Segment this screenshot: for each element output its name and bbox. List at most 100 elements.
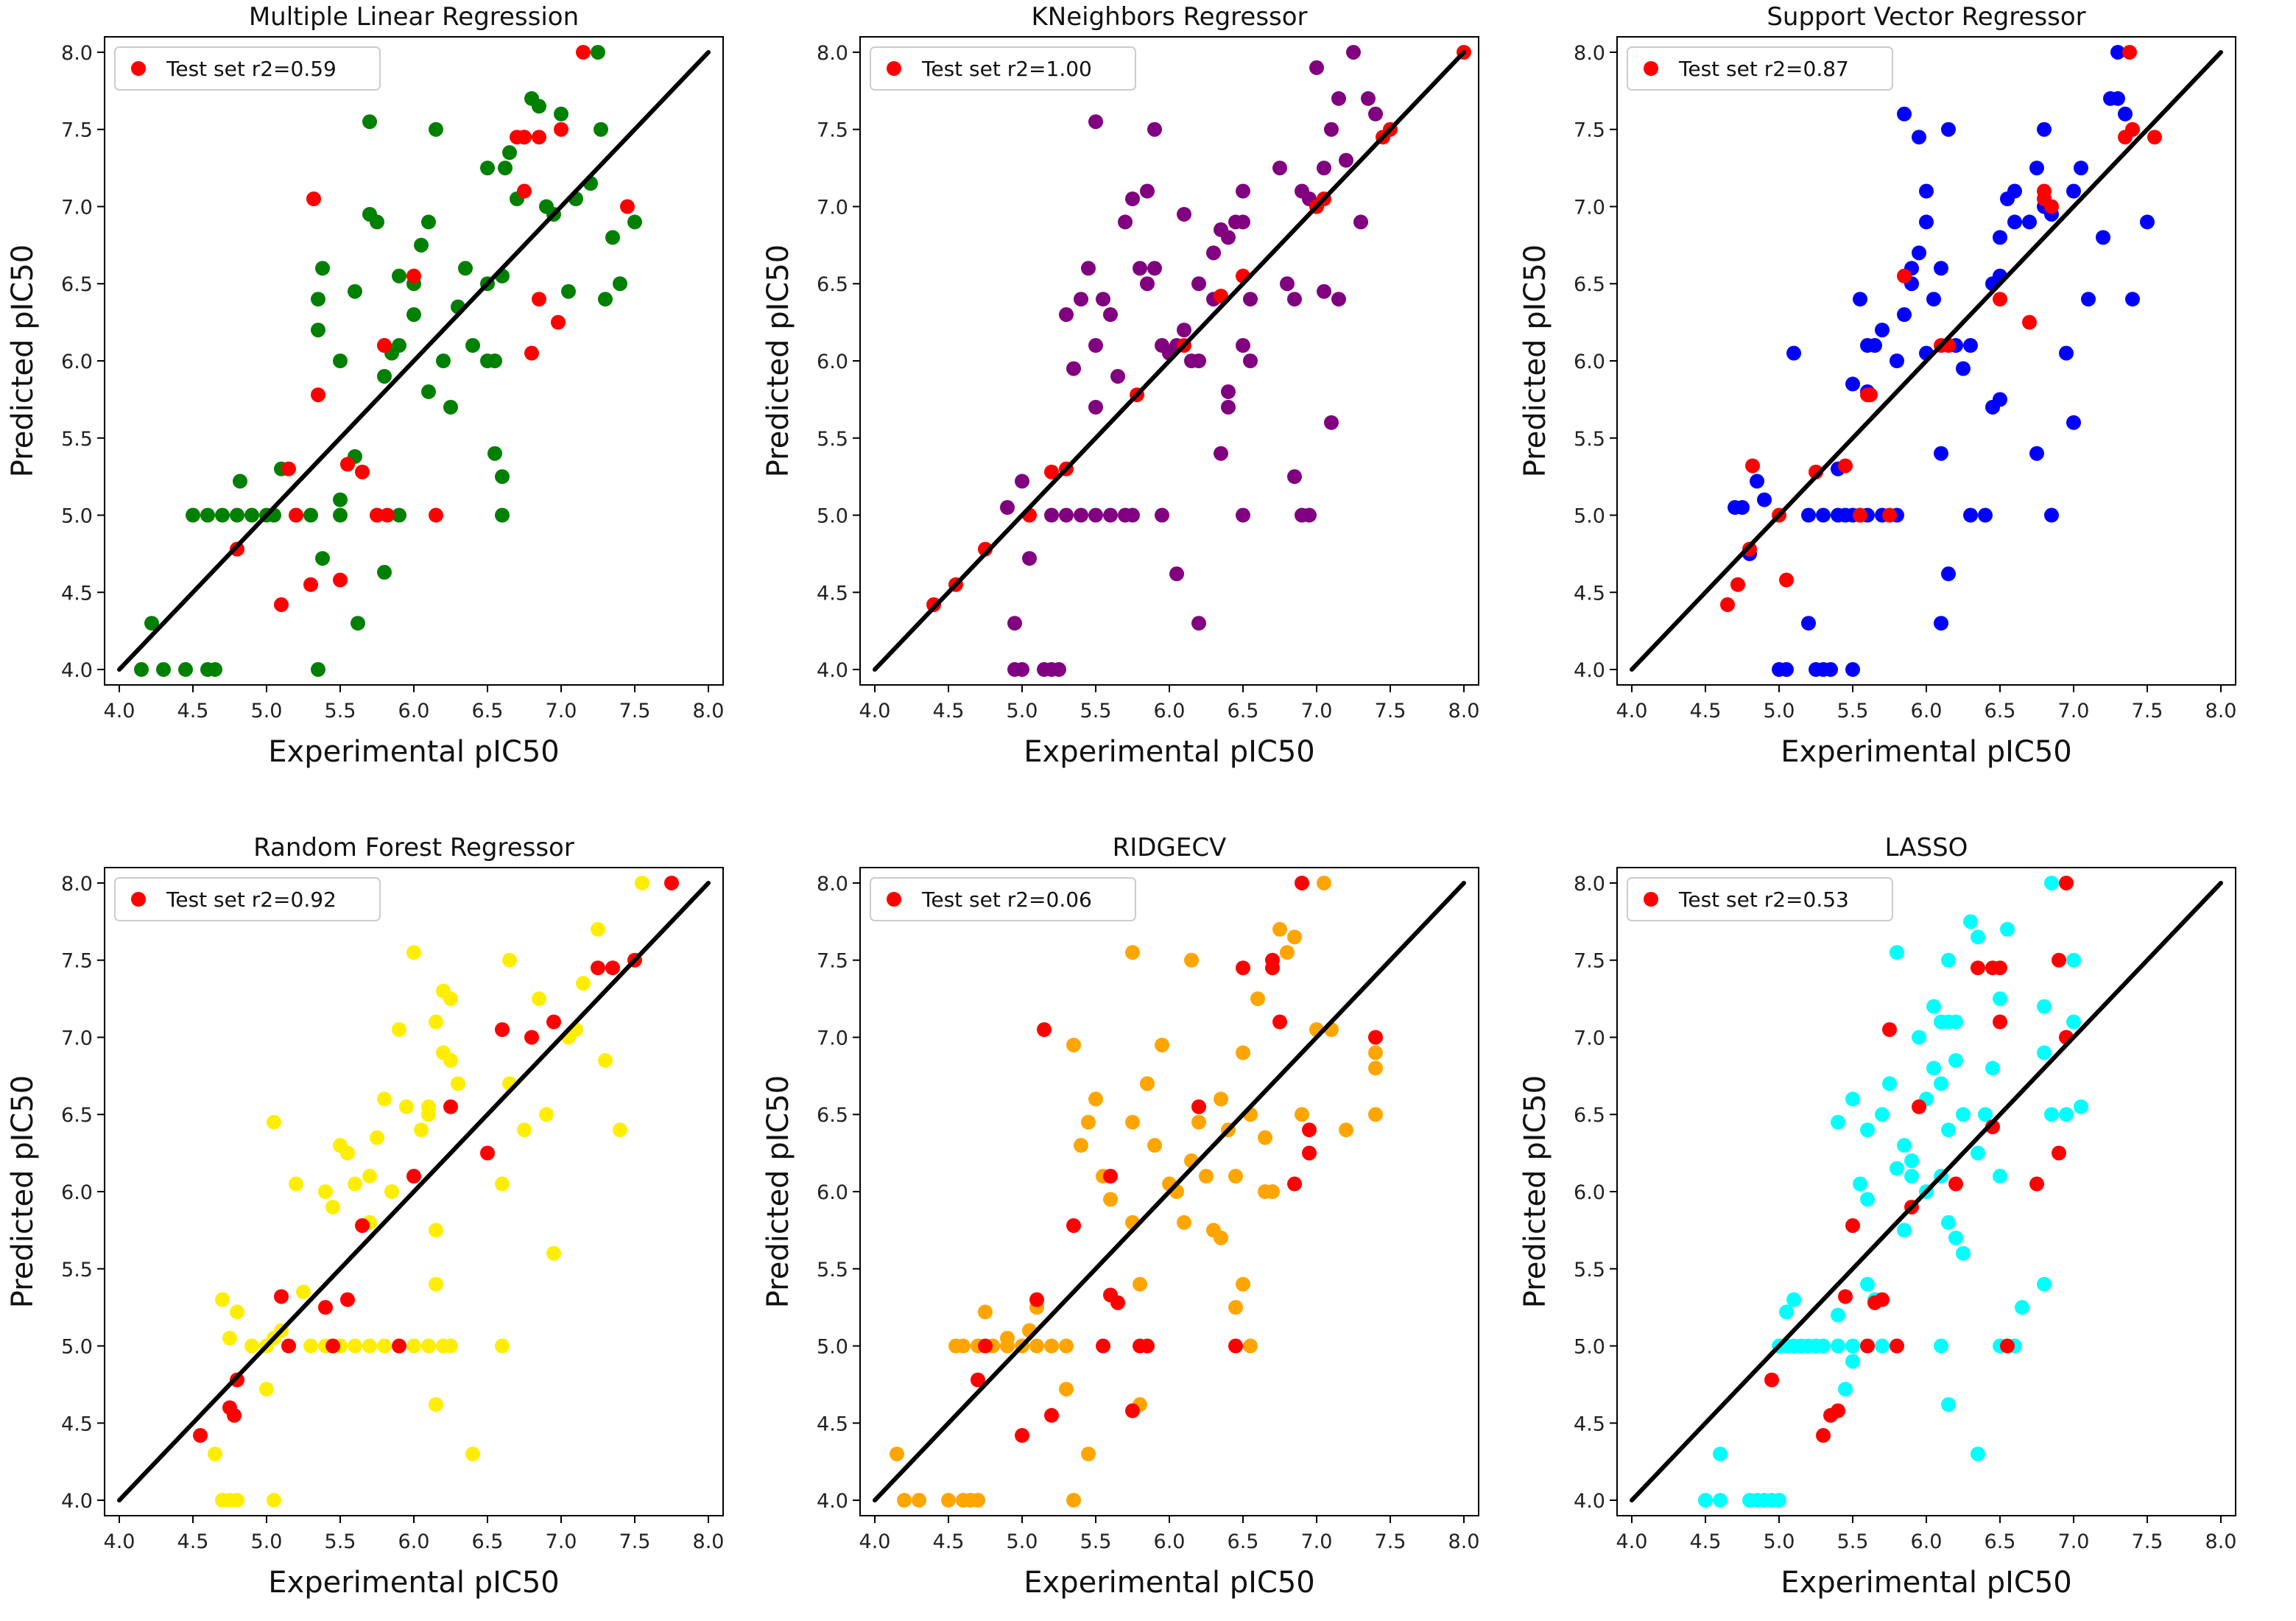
- train-point: [1963, 914, 1978, 929]
- train-point: [1919, 183, 1934, 199]
- train-point: [421, 214, 436, 230]
- x-tick-label: 7.0: [2058, 700, 2090, 722]
- y-tick-label: 5.0: [1574, 505, 1605, 528]
- test-point: [1831, 1403, 1845, 1418]
- test-point: [406, 268, 421, 284]
- train-point: [443, 399, 458, 415]
- train-point: [1890, 945, 1904, 960]
- identity-line: [117, 880, 711, 1503]
- test-point: [1863, 387, 1878, 403]
- y-tick-label: 5.0: [1574, 1336, 1605, 1359]
- train-point: [1191, 616, 1206, 631]
- train-point: [1934, 1076, 1948, 1091]
- train-point: [1088, 338, 1103, 354]
- train-point: [311, 662, 325, 678]
- y-tick-label: 6.0: [61, 351, 93, 373]
- x-tick-label: 4.5: [933, 1530, 965, 1553]
- y-tick-label: 7.5: [1574, 950, 1605, 973]
- x-tick-label: 7.5: [2132, 700, 2163, 722]
- train-point: [605, 230, 620, 245]
- train-point: [1103, 507, 1118, 523]
- train-point: [2140, 214, 2155, 230]
- train-point: [1904, 1169, 1919, 1184]
- train-point: [1059, 307, 1074, 323]
- x-tick-label: 5.0: [1764, 700, 1795, 722]
- train-point: [1941, 1397, 1956, 1413]
- subplot-title: LASSO: [1885, 833, 1968, 862]
- train-point: [1236, 1045, 1250, 1061]
- train-point: [532, 991, 546, 1007]
- x-tick-label: 4.5: [177, 1530, 209, 1553]
- train-point: [2037, 999, 2052, 1014]
- test-point: [1302, 1122, 1317, 1138]
- y-tick-label: 5.5: [817, 1259, 848, 1281]
- x-tick-label: 4.0: [104, 1530, 135, 1553]
- identity-line: [873, 880, 1466, 1503]
- train-point: [1324, 122, 1339, 137]
- x-tick-label: 6.0: [1911, 700, 1943, 722]
- train-point: [1956, 1107, 1971, 1122]
- test-point: [2122, 44, 2137, 60]
- train-point: [1066, 361, 1081, 376]
- train-point: [259, 1382, 274, 1397]
- train-point: [1368, 1045, 1383, 1061]
- train-point: [480, 161, 495, 176]
- train-point: [1713, 1446, 1728, 1462]
- y-tick-label: 6.5: [1574, 273, 1605, 296]
- test-point: [2029, 1176, 2044, 1192]
- train-point: [1845, 1338, 1860, 1354]
- train-point: [941, 1493, 956, 1508]
- x-tick-label: 7.5: [1375, 700, 1406, 722]
- test-point: [971, 1372, 985, 1388]
- train-point: [1882, 1076, 1897, 1091]
- train-point: [1088, 1091, 1103, 1107]
- train-point: [1110, 368, 1125, 384]
- test-point: [1096, 1338, 1110, 1354]
- train-point: [1875, 323, 1890, 338]
- test-point: [1228, 1338, 1243, 1354]
- train-point: [244, 1338, 259, 1354]
- train-point: [1845, 1354, 1860, 1369]
- test-point: [551, 314, 566, 330]
- test-point: [2059, 875, 2074, 890]
- train-point: [594, 122, 608, 137]
- train-point: [2044, 875, 2059, 890]
- test-point: [1971, 960, 1985, 976]
- y-tick-label: 7.5: [61, 119, 93, 142]
- train-point: [1066, 1493, 1081, 1508]
- train-point: [1993, 1169, 2007, 1184]
- train-point: [598, 292, 613, 307]
- test-point: [1044, 1407, 1059, 1423]
- train-point: [2059, 345, 2074, 361]
- train-point: [1361, 91, 1376, 106]
- legend-label: Test set r2=0.87: [1678, 57, 1849, 81]
- train-point: [1853, 1176, 1867, 1192]
- x-tick-label: 8.0: [2205, 700, 2237, 722]
- train-point: [421, 1099, 436, 1114]
- train-point: [495, 507, 510, 523]
- train-point: [1845, 376, 1860, 392]
- test-point: [1214, 289, 1228, 303]
- y-tick-label: 5.5: [61, 428, 93, 451]
- legend-label: Test set r2=0.59: [166, 57, 337, 81]
- train-point: [1022, 551, 1037, 566]
- train-point: [1779, 662, 1794, 678]
- train-point: [1948, 1014, 1963, 1030]
- train-point: [1971, 929, 1985, 945]
- train-point: [1845, 1091, 1860, 1107]
- train-point: [451, 1076, 465, 1091]
- train-point: [1993, 991, 2007, 1007]
- train-point: [1074, 292, 1088, 307]
- test-point: [605, 960, 620, 976]
- y-tick-label: 5.5: [1574, 1259, 1605, 1281]
- train-point: [2007, 183, 2022, 199]
- y-tick-label: 4.5: [1574, 1413, 1605, 1435]
- train-point: [1339, 152, 1353, 168]
- train-point: [2066, 183, 2081, 199]
- train-point: [267, 1114, 281, 1130]
- train-point: [384, 1184, 399, 1199]
- train-point: [1317, 875, 1331, 890]
- train-point: [1801, 507, 1816, 523]
- train-point: [2044, 507, 2059, 523]
- train-point: [200, 507, 215, 523]
